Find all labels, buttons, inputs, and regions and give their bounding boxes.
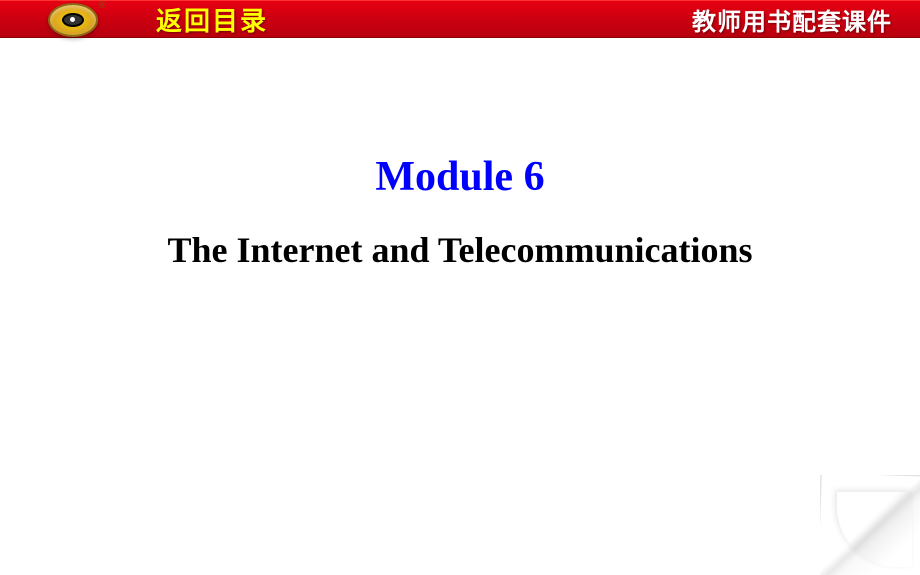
back-to-contents-link[interactable]: 返回目录 (156, 1, 268, 38)
header-bar: ® 返回目录 教师用书配套课件 (0, 0, 920, 38)
eye-icon (62, 13, 84, 27)
logo-badge-icon (48, 3, 98, 37)
module-title: Module 6 (0, 153, 920, 201)
page-curl-decoration (820, 475, 920, 575)
module-subtitle: The Internet and Telecommunications (0, 229, 920, 271)
registered-trademark-icon: ® (98, 0, 106, 11)
courseware-title-label: 教师用书配套课件 (692, 2, 892, 37)
slide-content: Module 6 The Internet and Telecommunicat… (0, 38, 920, 271)
